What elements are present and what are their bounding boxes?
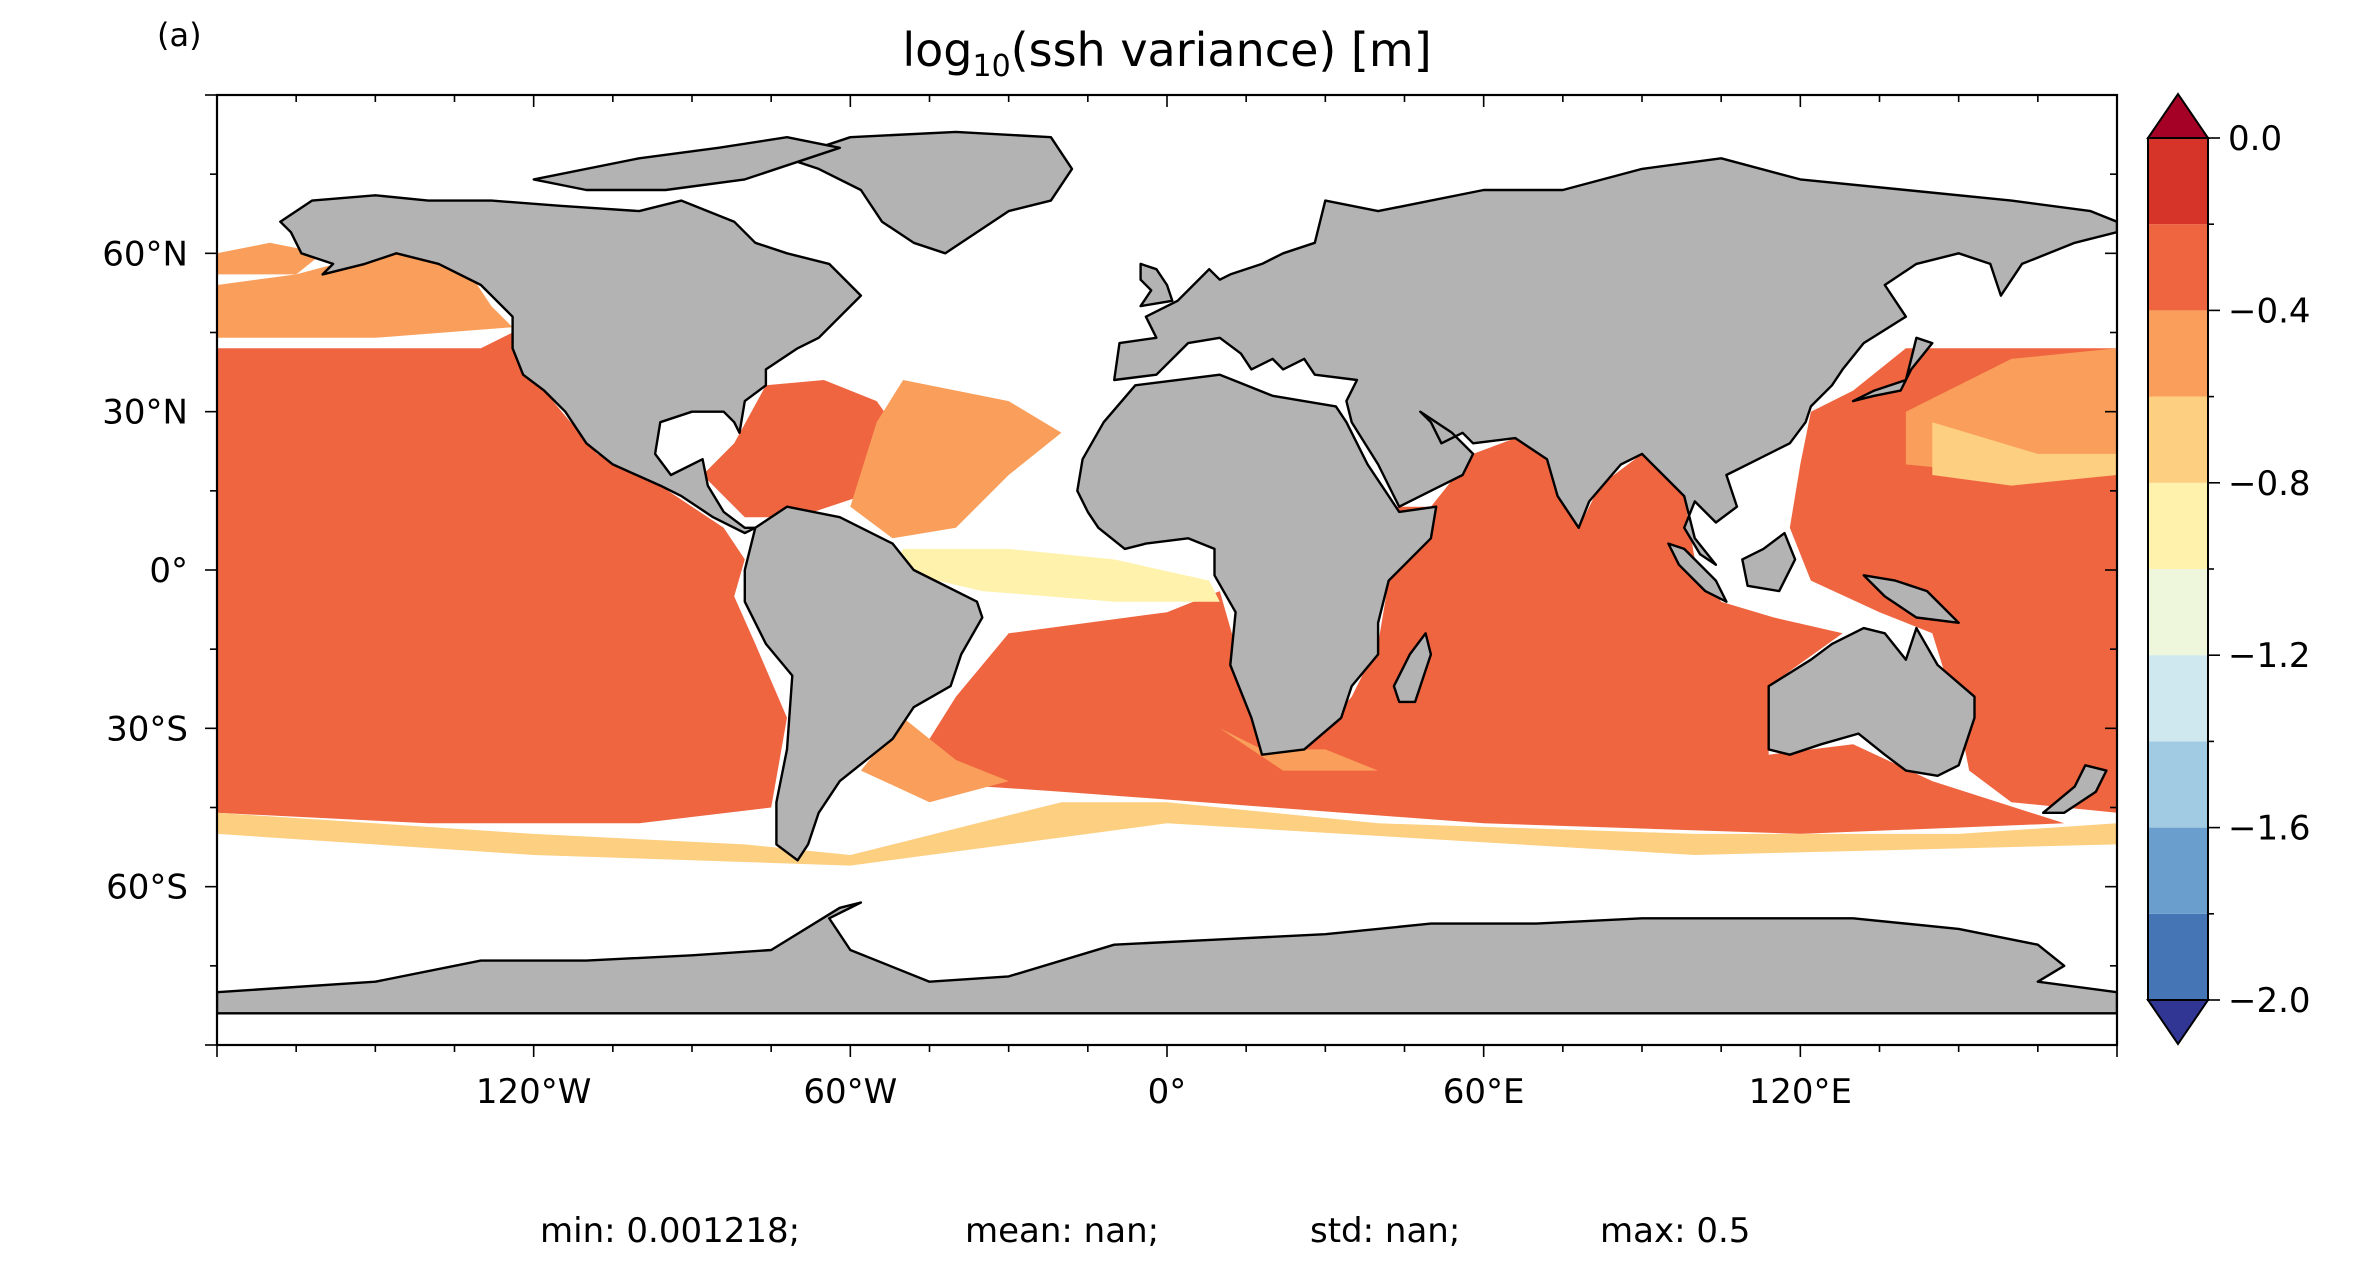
colorbar-segment (2148, 310, 2208, 397)
lon-tick-label: 120°W (476, 1072, 592, 1112)
new-zealand (2041, 764, 2108, 814)
north-atlantic-peach (850, 380, 1062, 539)
equatorial-atlantic-cream (892, 548, 1220, 602)
colorbar-segment (2148, 569, 2208, 656)
lat-tick-label: 30°N (102, 393, 188, 433)
eurasia (1113, 157, 2117, 566)
longitude-labels: 120°W 60°W 0° 60°E 120°E (476, 1072, 1852, 1112)
ssh-variance-field (217, 242, 2117, 866)
colorbar-segment (2148, 482, 2208, 569)
madagascar (1392, 632, 1433, 704)
colorbar-segment (2148, 655, 2208, 742)
colorbar-tick-label: −2.0 (2228, 981, 2311, 1021)
great-britain (1139, 262, 1174, 308)
lat-tick-label: 30°S (106, 709, 188, 749)
colorbar-tick-label: −1.2 (2228, 636, 2311, 676)
pacific-field (217, 332, 787, 824)
southern-fringe (217, 802, 2117, 866)
lat-tick-label: 60°N (102, 234, 188, 274)
borneo (1741, 531, 1797, 593)
caribbean-field (702, 380, 904, 518)
colorbar-segment (2148, 138, 2208, 225)
colorbar-segment (2148, 224, 2208, 311)
lon-tick-label: 120°E (1749, 1072, 1852, 1112)
lon-tick-label: 60°E (1443, 1072, 1525, 1112)
map-ticks (205, 94, 2118, 1057)
arctic-islands (532, 136, 841, 192)
antarctica (217, 901, 2117, 1015)
latitude-labels: 60°N 30°N 0° 30°S 60°S (102, 234, 188, 907)
colorbar-segment (2148, 827, 2208, 914)
stat-std: std: nan; (1310, 1211, 1460, 1251)
sumatra (1667, 542, 1728, 603)
map-area (217, 95, 2117, 1045)
bering-field (217, 242, 323, 275)
indian-field (903, 438, 2065, 834)
south-america (743, 505, 984, 862)
title-suffix: (ssh variance) [m] (1011, 23, 1432, 77)
australia (1767, 626, 1976, 777)
lat-tick-label: 60°S (106, 868, 188, 908)
greenland (785, 130, 1074, 255)
land-masses (217, 130, 2117, 1015)
alaska-field (217, 253, 513, 338)
colorbar-extend-low (2146, 999, 2210, 1046)
colorbar-segment (2148, 741, 2208, 828)
map-title: log10(ssh variance) [m] (902, 23, 1431, 84)
colorbar: 0.0 −0.4 −0.8 −1.2 −1.6 −2.0 (2146, 92, 2311, 1046)
title-prefix: log (902, 23, 972, 77)
colorbar-tick-label: 0.0 (2228, 119, 2282, 159)
north-america (279, 194, 863, 535)
panel-label: (a) (157, 16, 202, 54)
stat-mean: mean: nan; (965, 1211, 1159, 1251)
brazil-peach (860, 717, 1009, 803)
stat-min: min: 0.001218; (540, 1211, 800, 1251)
colorbar-tick-label: −0.8 (2228, 464, 2311, 504)
colorbar-tick-label: −0.4 (2228, 291, 2311, 331)
lat-tick-label: 0° (149, 551, 188, 591)
stat-max: max: 0.5 (1600, 1211, 1750, 1251)
japan (1851, 336, 1934, 403)
kuroshio-peach (1932, 422, 2117, 486)
colorbar-segment (2148, 396, 2208, 483)
colorbar-segment (2148, 913, 2208, 1000)
lon-tick-label: 0° (1148, 1072, 1187, 1112)
title-subscript: 10 (972, 49, 1010, 84)
colorbar-tick-label: −1.6 (2228, 809, 2311, 849)
lon-tick-label: 60°W (803, 1072, 897, 1112)
africa (1076, 373, 1438, 756)
colorbar-extend-high (2146, 92, 2210, 139)
new-guinea (1862, 574, 1960, 624)
